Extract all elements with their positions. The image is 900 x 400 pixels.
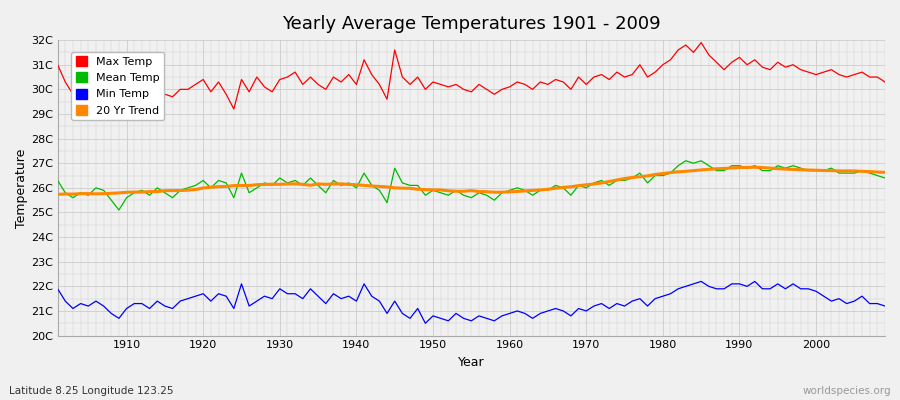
Legend: Max Temp, Mean Temp, Min Temp, 20 Yr Trend: Max Temp, Mean Temp, Min Temp, 20 Yr Tre…: [71, 52, 164, 120]
Text: worldspecies.org: worldspecies.org: [803, 386, 891, 396]
Y-axis label: Temperature: Temperature: [15, 148, 28, 228]
Text: Latitude 8.25 Longitude 123.25: Latitude 8.25 Longitude 123.25: [9, 386, 174, 396]
Title: Yearly Average Temperatures 1901 - 2009: Yearly Average Temperatures 1901 - 2009: [282, 15, 661, 33]
X-axis label: Year: Year: [458, 356, 484, 369]
